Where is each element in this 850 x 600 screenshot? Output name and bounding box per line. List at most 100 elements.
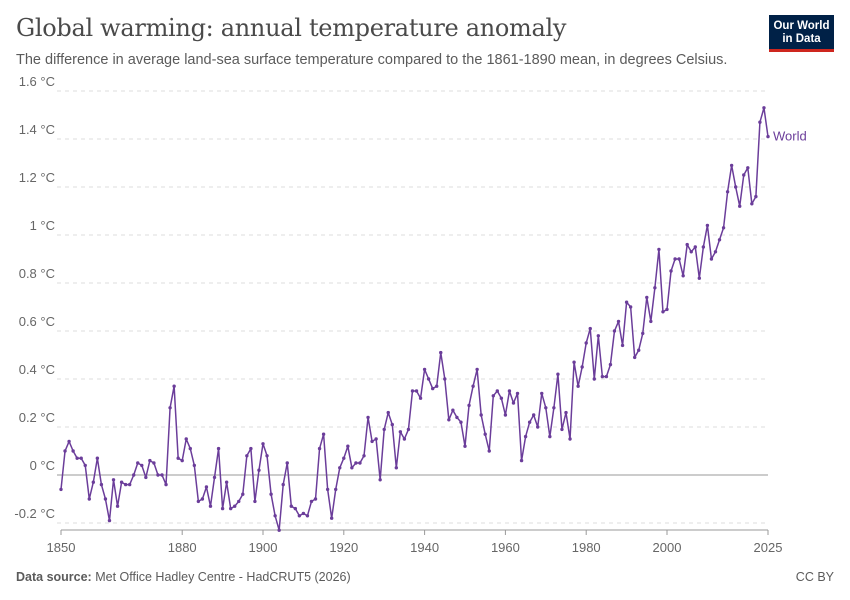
our-world-in-data-logo[interactable]: Our World in Data <box>769 15 834 52</box>
data-point <box>628 305 633 309</box>
data-point <box>269 492 273 496</box>
data-point <box>59 487 63 492</box>
data-point <box>677 257 681 261</box>
y-tick-label: 0 °C <box>30 458 55 473</box>
data-point <box>596 334 601 338</box>
data-point <box>216 446 221 451</box>
data-point <box>463 444 467 448</box>
chart-subtitle: The difference in average land-sea surfa… <box>16 52 728 68</box>
data-point <box>237 499 241 504</box>
x-tick-label: 1940 <box>410 540 439 555</box>
data-point <box>624 300 629 304</box>
x-tick-label: 1880 <box>168 540 197 555</box>
data-point <box>467 403 471 408</box>
data-point <box>673 257 677 261</box>
data-point <box>422 367 427 372</box>
data-point <box>354 461 358 465</box>
data-point <box>224 480 229 484</box>
data-point <box>378 478 382 482</box>
data-point <box>580 365 584 369</box>
data-point <box>208 504 213 508</box>
data-point <box>362 454 366 458</box>
y-tick-label: 0.6 °C <box>19 314 55 329</box>
data-point <box>358 461 362 465</box>
line-chart: -0.2 °C 0 °C 0.2 °C 0.4 °C 0.6 °C 0.8 °C 1 °C 1… <box>14 74 807 555</box>
data-point <box>479 413 483 417</box>
data-point <box>762 106 766 110</box>
data-point <box>132 473 136 477</box>
data-point <box>544 406 548 410</box>
data-point <box>99 482 104 487</box>
data-point <box>705 223 710 228</box>
data-point <box>188 446 192 451</box>
data-point <box>620 343 625 348</box>
data-point <box>103 497 108 501</box>
data-point <box>71 449 75 453</box>
data-point <box>669 269 673 273</box>
data-point <box>713 250 718 254</box>
data-point <box>766 134 770 139</box>
data-point <box>459 420 463 424</box>
data-point <box>180 458 184 463</box>
data-point <box>564 410 568 415</box>
data-point <box>305 514 310 518</box>
data-point <box>536 425 540 429</box>
data-point <box>168 406 172 410</box>
series-label-world: World <box>773 129 807 144</box>
x-tick-label: 2025 <box>754 540 783 555</box>
data-point <box>233 504 237 508</box>
data-point <box>750 202 754 206</box>
data-point <box>491 394 495 398</box>
data-point <box>584 341 588 345</box>
data-point <box>653 286 657 290</box>
data-point <box>152 461 156 465</box>
data-point <box>495 389 500 393</box>
data-point <box>709 257 714 261</box>
data-point <box>63 449 67 453</box>
data-point <box>738 204 742 208</box>
logo-line-2: in Data <box>782 33 821 45</box>
data-point <box>374 437 378 441</box>
data-point <box>289 504 293 508</box>
data-point <box>685 242 689 247</box>
data-point <box>531 413 536 417</box>
data-point <box>758 120 762 124</box>
license-label: CC BY <box>795 570 834 584</box>
data-point <box>95 456 100 460</box>
data-point <box>390 422 394 427</box>
data-point <box>164 482 168 487</box>
x-tick-label: 2000 <box>653 540 682 555</box>
data-point <box>241 492 245 496</box>
data-point <box>309 499 314 504</box>
data-point <box>334 487 338 492</box>
x-tick-label: 1850 <box>47 540 76 555</box>
data-point <box>321 432 326 436</box>
data-point <box>693 245 697 249</box>
data-point <box>455 415 459 420</box>
data-point <box>111 478 116 482</box>
data-point <box>503 413 508 417</box>
data-point <box>406 427 411 432</box>
data-point <box>742 173 746 177</box>
data-point <box>721 226 726 230</box>
data-point <box>370 439 374 444</box>
data-point <box>156 473 160 477</box>
data-point <box>196 499 201 504</box>
data-point <box>184 437 188 441</box>
data-point <box>604 374 609 379</box>
data-point <box>160 473 164 477</box>
data-point <box>632 355 637 360</box>
data-point <box>418 396 423 400</box>
data-point <box>483 432 487 436</box>
data-point <box>297 514 302 518</box>
data-point <box>439 350 443 355</box>
data-point <box>414 389 419 393</box>
data-point <box>515 391 520 396</box>
data-point <box>79 456 83 460</box>
data-point <box>115 504 120 508</box>
data-point <box>665 307 669 312</box>
y-tick-label: 1.4 °C <box>19 122 55 137</box>
data-point <box>641 331 645 336</box>
x-tick-label: 1960 <box>491 540 520 555</box>
data-point <box>637 348 641 352</box>
